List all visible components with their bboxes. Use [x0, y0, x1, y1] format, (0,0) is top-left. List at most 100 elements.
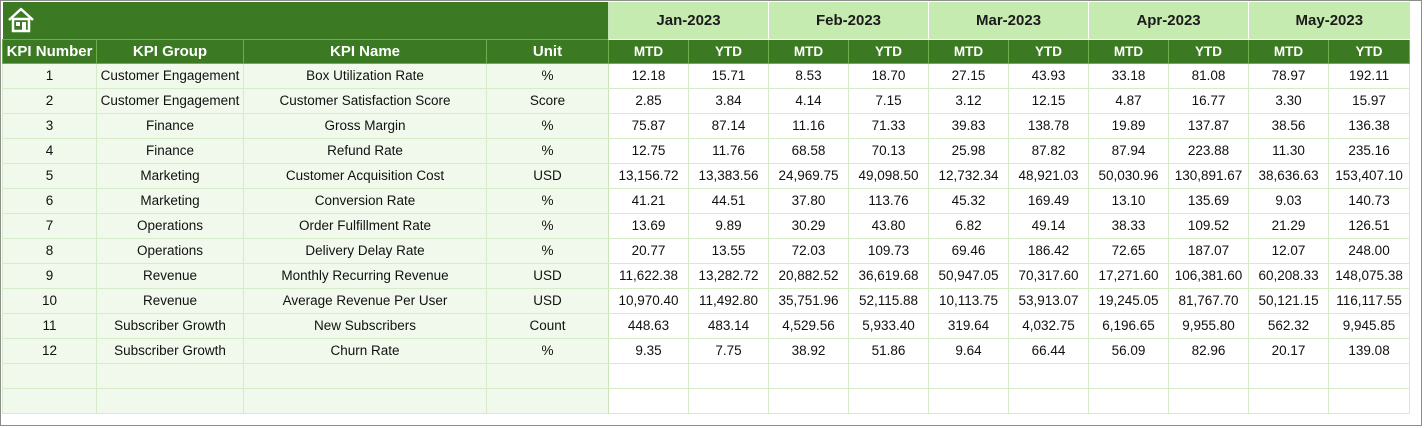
- cell-mtd[interactable]: 4.14: [768, 87, 849, 114]
- cell-ytd[interactable]: 13.55: [688, 237, 769, 264]
- cell-ytd[interactable]: 483.14: [688, 312, 769, 339]
- cell-ytd[interactable]: 36,619.68: [847, 262, 930, 289]
- cell-kpi-group[interactable]: Subscriber Growth: [96, 337, 244, 364]
- cell-kpi-group[interactable]: Finance: [96, 112, 244, 139]
- empty-cell[interactable]: [1248, 362, 1330, 389]
- empty-cell[interactable]: [243, 362, 487, 389]
- cell-kpi-group[interactable]: Marketing: [96, 162, 244, 189]
- cell-kpi-name[interactable]: Monthly Recurring Revenue: [243, 262, 487, 289]
- cell-mtd[interactable]: 10,970.40: [608, 287, 689, 314]
- cell-ytd[interactable]: 113.76: [847, 187, 930, 214]
- cell-ytd[interactable]: 15.97: [1328, 87, 1411, 114]
- cell-mtd[interactable]: 12.07: [1248, 237, 1330, 264]
- cell-ytd[interactable]: 43.80: [847, 212, 930, 239]
- empty-cell[interactable]: [688, 362, 769, 389]
- cell-mtd[interactable]: 562.32: [1248, 312, 1330, 339]
- cell-kpi-name[interactable]: Gross Margin: [243, 112, 487, 139]
- empty-cell[interactable]: [768, 362, 849, 389]
- cell-ytd[interactable]: 70,317.60: [1008, 262, 1090, 289]
- cell-mtd[interactable]: 38.33: [1088, 212, 1170, 239]
- cell-mtd[interactable]: 38.92: [768, 337, 849, 364]
- empty-cell[interactable]: [2, 362, 97, 389]
- cell-ytd[interactable]: 53,913.07: [1008, 287, 1090, 314]
- cell-ytd[interactable]: 9,955.80: [1168, 312, 1250, 339]
- cell-mtd[interactable]: 3.30: [1248, 87, 1330, 114]
- cell-mtd[interactable]: 38,636.63: [1248, 162, 1330, 189]
- cell-mtd[interactable]: 10,113.75: [928, 287, 1010, 314]
- cell-mtd[interactable]: 9.03: [1248, 187, 1330, 214]
- empty-cell[interactable]: [1008, 387, 1090, 414]
- cell-kpi-number[interactable]: 11: [2, 312, 97, 339]
- cell-ytd[interactable]: 16.77: [1168, 87, 1250, 114]
- cell-ytd[interactable]: 140.73: [1328, 187, 1411, 214]
- cell-mtd[interactable]: 11.30: [1248, 137, 1330, 164]
- cell-ytd[interactable]: 130,891.67: [1168, 162, 1250, 189]
- cell-ytd[interactable]: 137.87: [1168, 112, 1250, 139]
- cell-unit[interactable]: Count: [486, 312, 609, 339]
- cell-ytd[interactable]: 4,032.75: [1008, 312, 1090, 339]
- cell-unit[interactable]: %: [486, 187, 609, 214]
- cell-mtd[interactable]: 68.58: [768, 137, 849, 164]
- cell-mtd[interactable]: 3.12: [928, 87, 1010, 114]
- cell-unit[interactable]: %: [486, 212, 609, 239]
- cell-mtd[interactable]: 20.77: [608, 237, 689, 264]
- cell-mtd[interactable]: 20.17: [1248, 337, 1330, 364]
- cell-kpi-name[interactable]: Churn Rate: [243, 337, 487, 364]
- cell-ytd[interactable]: 135.69: [1168, 187, 1250, 214]
- cell-ytd[interactable]: 7.15: [847, 87, 930, 114]
- cell-ytd[interactable]: 87.82: [1008, 137, 1090, 164]
- empty-cell[interactable]: [2, 387, 97, 414]
- empty-cell[interactable]: [486, 362, 609, 389]
- cell-ytd[interactable]: 9.89: [688, 212, 769, 239]
- cell-mtd[interactable]: 12.18: [608, 62, 689, 89]
- empty-cell[interactable]: [1008, 362, 1090, 389]
- empty-cell[interactable]: [1328, 387, 1411, 414]
- cell-unit[interactable]: USD: [486, 262, 609, 289]
- cell-mtd[interactable]: 6,196.65: [1088, 312, 1170, 339]
- cell-mtd[interactable]: 13,156.72: [608, 162, 689, 189]
- cell-ytd[interactable]: 248.00: [1328, 237, 1411, 264]
- cell-ytd[interactable]: 192.11: [1328, 62, 1411, 89]
- cell-kpi-group[interactable]: Customer Engagement: [96, 62, 244, 89]
- cell-mtd[interactable]: 21.29: [1248, 212, 1330, 239]
- cell-mtd[interactable]: 56.09: [1088, 337, 1170, 364]
- home-icon[interactable]: [6, 5, 36, 35]
- empty-cell[interactable]: [928, 387, 1010, 414]
- cell-mtd[interactable]: 72.65: [1088, 237, 1170, 264]
- cell-ytd[interactable]: 7.75: [688, 337, 769, 364]
- cell-ytd[interactable]: 126.51: [1328, 212, 1411, 239]
- cell-mtd[interactable]: 4.87: [1088, 87, 1170, 114]
- cell-unit[interactable]: %: [486, 112, 609, 139]
- empty-cell[interactable]: [1168, 387, 1250, 414]
- cell-ytd[interactable]: 186.42: [1008, 237, 1090, 264]
- cell-unit[interactable]: %: [486, 237, 609, 264]
- cell-ytd[interactable]: 82.96: [1168, 337, 1250, 364]
- cell-ytd[interactable]: 116,117.55: [1328, 287, 1411, 314]
- cell-ytd[interactable]: 106,381.60: [1168, 262, 1250, 289]
- cell-kpi-number[interactable]: 6: [2, 187, 97, 214]
- cell-mtd[interactable]: 50,121.15: [1248, 287, 1330, 314]
- cell-ytd[interactable]: 66.44: [1008, 337, 1090, 364]
- cell-kpi-group[interactable]: Marketing: [96, 187, 244, 214]
- cell-kpi-number[interactable]: 1: [2, 62, 97, 89]
- cell-ytd[interactable]: 49.14: [1008, 212, 1090, 239]
- cell-kpi-group[interactable]: Revenue: [96, 262, 244, 289]
- cell-mtd[interactable]: 33.18: [1088, 62, 1170, 89]
- cell-mtd[interactable]: 60,208.33: [1248, 262, 1330, 289]
- empty-cell[interactable]: [1088, 362, 1170, 389]
- cell-mtd[interactable]: 75.87: [608, 112, 689, 139]
- cell-ytd[interactable]: 109.73: [847, 237, 930, 264]
- cell-mtd[interactable]: 20,882.52: [768, 262, 849, 289]
- cell-ytd[interactable]: 49,098.50: [847, 162, 930, 189]
- cell-kpi-name[interactable]: Box Utilization Rate: [243, 62, 487, 89]
- cell-kpi-number[interactable]: 4: [2, 137, 97, 164]
- empty-cell[interactable]: [1168, 362, 1250, 389]
- cell-ytd[interactable]: 138.78: [1008, 112, 1090, 139]
- cell-unit[interactable]: %: [486, 137, 609, 164]
- cell-kpi-number[interactable]: 10: [2, 287, 97, 314]
- empty-cell[interactable]: [608, 387, 689, 414]
- cell-ytd[interactable]: 169.49: [1008, 187, 1090, 214]
- cell-kpi-group[interactable]: Operations: [96, 212, 244, 239]
- cell-unit[interactable]: Score: [486, 87, 609, 114]
- cell-unit[interactable]: %: [486, 337, 609, 364]
